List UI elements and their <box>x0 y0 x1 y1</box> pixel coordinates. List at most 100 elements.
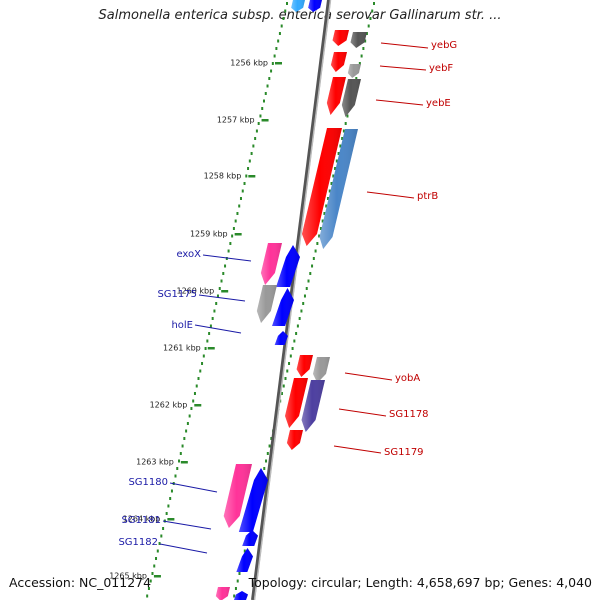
gene-SG1175-partner[interactable] <box>272 288 294 326</box>
ruler-dot <box>316 242 319 245</box>
gene-yobA-partner[interactable] <box>313 357 330 383</box>
gene-label-ptrB[interactable]: ptrB <box>417 191 438 202</box>
ruler-dot <box>302 302 305 305</box>
ruler-dot <box>266 452 269 455</box>
gene-yebF-partner[interactable] <box>347 64 361 78</box>
gene-yebE-partner-sheen <box>341 79 361 117</box>
gene-holE[interactable] <box>274 331 288 345</box>
gene-label-holE[interactable]: holE <box>171 320 193 331</box>
leader-line-right <box>333 445 382 454</box>
gene-bottom-b[interactable] <box>234 591 248 600</box>
gene-yebE-partner[interactable] <box>341 79 361 117</box>
gene-top-a[interactable] <box>308 0 322 12</box>
tick-mark <box>167 518 175 521</box>
ruler-dot <box>307 279 310 283</box>
tick-mark <box>180 461 188 464</box>
gene-yebF[interactable] <box>330 52 347 72</box>
gene-yobA[interactable] <box>296 355 313 377</box>
gene-SG1179[interactable] <box>286 430 303 450</box>
leader-line-left <box>162 520 212 530</box>
ruler-dot <box>373 2 375 5</box>
gene-SG1182[interactable] <box>236 548 253 572</box>
gene-SG1178[interactable] <box>285 378 308 428</box>
ruler-dot <box>318 234 321 238</box>
ruler-dot <box>169 497 172 500</box>
ruler-dot <box>312 257 315 260</box>
ruler-dot <box>213 309 216 313</box>
ruler-dot <box>311 264 314 268</box>
ruler-dot <box>229 242 232 245</box>
gene-SG1178-partner[interactable] <box>301 380 325 432</box>
gene-ptrB-sheen <box>301 128 342 246</box>
gene-yebG[interactable] <box>332 30 349 46</box>
gene-top-b[interactable] <box>291 0 305 12</box>
ruler-dot <box>371 9 374 13</box>
gene-label-yebG[interactable]: yebG <box>431 40 457 51</box>
ruler-dot <box>227 249 230 253</box>
ruler-dot <box>270 437 273 440</box>
ruler-dot <box>273 54 276 58</box>
gene-exoX-partner[interactable] <box>276 245 300 287</box>
ruler-dot <box>268 77 271 80</box>
gene-labels[interactable]: yebG yebF yebE ptrB yobA SG1178 SG1179 exoX SG11… <box>118 40 457 548</box>
gene-SG1180-partner-sheen <box>238 468 268 532</box>
gene-ptrB[interactable] <box>301 128 342 246</box>
tick-label: 1265 kbp <box>109 572 147 581</box>
ruler-dot <box>238 204 241 208</box>
ruler-dot <box>153 564 156 568</box>
tick-mark <box>221 290 229 293</box>
gene-label-yobA[interactable]: yobA <box>395 373 420 384</box>
gene-features[interactable] <box>215 0 367 600</box>
gene-label-exoX[interactable]: exoX <box>176 249 201 260</box>
leader-line-right <box>380 42 429 49</box>
gene-label-yebE[interactable]: yebE <box>426 98 451 109</box>
tick-mark <box>275 62 282 65</box>
gene-label-SG1181[interactable]: SG1181 <box>121 515 161 526</box>
gene-label-SG1179[interactable]: SG1179 <box>384 447 424 458</box>
ruler-dot <box>231 234 234 238</box>
gene-yebG-partner[interactable] <box>350 32 367 48</box>
ruler-dot <box>369 17 372 20</box>
gene-SG1180-partner[interactable] <box>238 468 268 532</box>
gene-label-SG1182[interactable]: SG1182 <box>118 537 158 548</box>
gene-SG1181[interactable] <box>242 530 258 546</box>
gene-top-b-sheen <box>291 0 305 12</box>
gene-yebE[interactable] <box>326 77 346 115</box>
ruler-dot <box>334 167 337 170</box>
leader-line-left <box>202 254 252 262</box>
gene-top-a-sheen <box>308 0 322 12</box>
accession-text: Accession: NC_011274 <box>9 575 152 590</box>
ruler-dot <box>282 17 285 20</box>
ruler-dot <box>236 579 239 583</box>
tick-label: 1264 kbp <box>123 515 161 524</box>
gene-SG1175[interactable] <box>256 285 277 323</box>
ruler-dot <box>362 47 365 50</box>
gene-label-SG1175[interactable]: SG1175 <box>157 289 197 300</box>
ruler-dot <box>156 549 159 553</box>
ruler-dot <box>176 467 179 470</box>
gene-bottom-a[interactable] <box>215 587 230 600</box>
ruler-dot <box>160 534 163 538</box>
gene-label-SG1178[interactable]: SG1178 <box>389 409 429 420</box>
ruler-dot <box>225 257 228 260</box>
ruler-dot <box>263 467 266 470</box>
tick-label: 1262 kbp <box>150 401 188 410</box>
gene-yebF-sheen <box>330 52 347 72</box>
ruler-dot <box>337 152 340 155</box>
ruler-dot <box>232 227 235 230</box>
ruler-dot <box>325 204 328 208</box>
gene-ptrB-partner[interactable] <box>319 129 358 249</box>
map-title: Salmonella enterica subsp. enterica sero… <box>98 8 502 23</box>
ruler-dot <box>264 92 267 95</box>
gene-label-SG1180[interactable]: SG1180 <box>128 477 168 488</box>
ruler-dot <box>284 377 287 380</box>
gene-label-yebF[interactable]: yebF <box>429 63 453 74</box>
gene-SG1178-sheen <box>285 378 308 428</box>
ruler-dot <box>167 504 170 508</box>
gene-SG1180[interactable] <box>223 464 252 528</box>
gene-exoX[interactable] <box>260 243 282 285</box>
gene-bottom-a-sheen <box>215 587 230 600</box>
ruler-dot <box>158 542 161 545</box>
tick-label: 1257 kbp <box>217 116 255 125</box>
